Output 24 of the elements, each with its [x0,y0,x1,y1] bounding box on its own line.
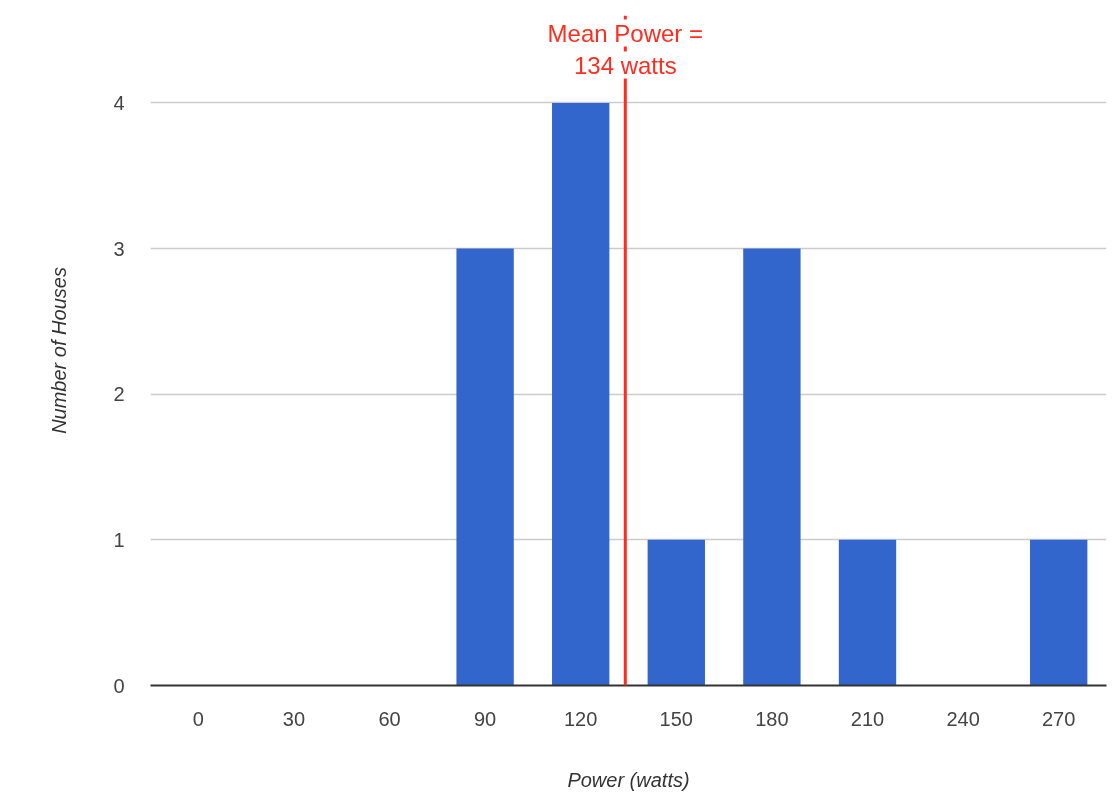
y-axis-title: Number of Houses [48,267,71,434]
bar [1030,539,1088,686]
bar [552,102,610,686]
bar [838,539,897,686]
y-tick-label: 0 [113,674,125,697]
x-tick-label: 180 [755,707,789,730]
ref-line-label: Mean Power = 134 watts [547,19,704,79]
y-tick-label: 4 [113,91,125,114]
x-tick-label: 210 [850,707,885,730]
x-tick-label: 60 [378,707,401,730]
bar [456,248,514,686]
x-tick-label: 150 [659,707,693,730]
bar [743,248,801,686]
x-tick-label: 30 [282,707,306,730]
x-axis-title: Power (watts) [567,768,690,791]
x-tick-label: 120 [564,707,598,730]
x-tick-label: 270 [1042,707,1076,730]
x-tick-label: 0 [192,707,204,730]
x-tick-label: 240 [946,707,980,730]
y-tick-label: 3 [113,237,125,260]
x-tick-label: 90 [473,707,497,730]
y-tick-label: 2 [113,383,125,406]
bar [647,539,705,686]
y-tick-label: 1 [113,528,125,551]
